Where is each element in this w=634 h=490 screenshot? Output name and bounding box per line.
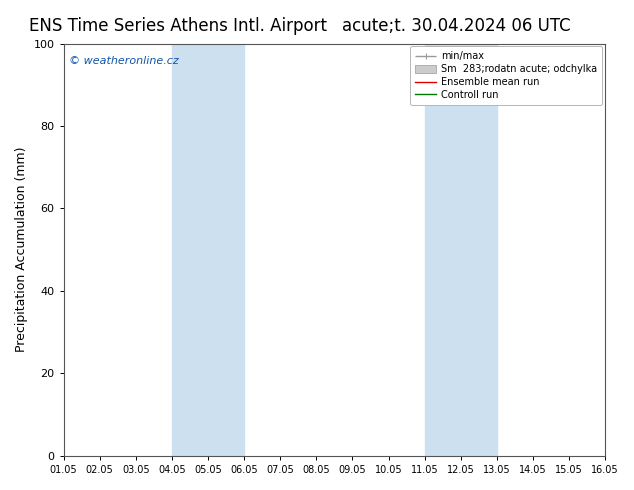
Bar [172,44,244,456]
Y-axis label: Precipitation Accumulation (mm): Precipitation Accumulation (mm) [15,147,28,352]
Text: © weatheronline.cz: © weatheronline.cz [69,56,179,66]
Text: acute;t. 30.04.2024 06 UTC: acute;t. 30.04.2024 06 UTC [342,17,571,35]
Bar [425,44,497,456]
Text: ENS Time Series Athens Intl. Airport: ENS Time Series Athens Intl. Airport [29,17,327,35]
Legend: min/max, Sm  283;rodatn acute; odchylka, Ensemble mean run, Controll run: min/max, Sm 283;rodatn acute; odchylka, … [410,47,602,105]
